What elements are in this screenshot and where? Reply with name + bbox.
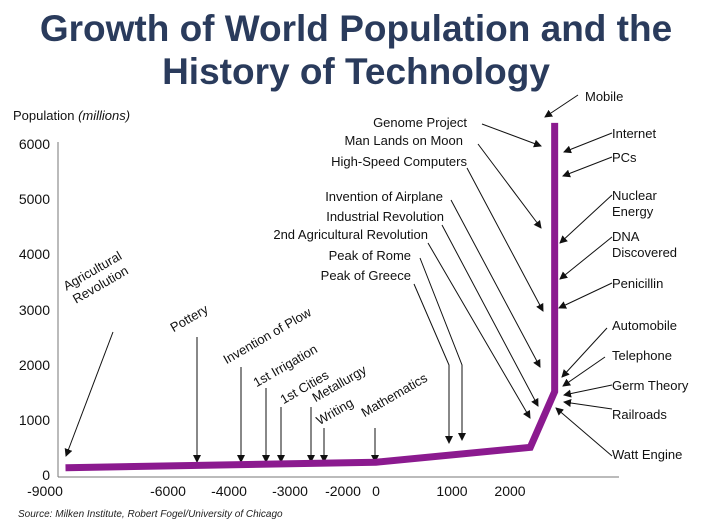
chart-title: Growth of World Population and the — [39, 8, 673, 49]
annotation-label: Railroads — [612, 407, 667, 422]
annotation-arrow — [558, 282, 613, 309]
annotation-label: Industrial Revolution — [326, 209, 444, 224]
annotation-label: Nuclear Energy — [612, 188, 657, 219]
annotation-arrow — [544, 94, 579, 118]
annotation-label: 2nd Agricultural Revolution — [273, 227, 428, 242]
annotation-label: Peak of Rome — [328, 248, 411, 263]
annotation-arrow — [413, 283, 453, 444]
annotation-arrow — [555, 407, 613, 457]
annotation-label: Invention of Airplane — [325, 189, 443, 204]
chart-title-line2: History of Technology — [162, 51, 550, 92]
annotation-arrow — [561, 327, 608, 378]
annotation-arrow — [427, 242, 531, 419]
x-tick-label: -6000 — [150, 483, 186, 499]
y-tick-label: 2000 — [18, 356, 50, 373]
annotation-label: Automobile — [612, 318, 678, 333]
annotation-label: Watt Engine — [612, 447, 683, 462]
y-tick-label: 1000 — [18, 411, 50, 428]
annotation-label: High-Speed Computers — [331, 154, 467, 169]
annotation-arrow — [563, 132, 613, 154]
annotation-label: Peak of Greece — [320, 268, 411, 283]
source-note: Source: Milken Institute, Robert Fogel/U… — [18, 509, 283, 520]
x-tick-label: -3000 — [272, 483, 308, 499]
annotation-label: Genome Project — [373, 115, 467, 130]
y-axis-label-text: Population — [13, 108, 75, 123]
y-axis-label: Population (millions) — [13, 108, 130, 123]
annotation-label: DNA Discovered — [612, 229, 678, 260]
annotation-arrow — [481, 123, 542, 148]
annotation-arrow — [450, 199, 541, 368]
x-tick-label: -2000 — [325, 483, 361, 499]
annotation-label: Mobile — [585, 89, 624, 104]
annotation-arrow — [563, 384, 613, 398]
y-tick-label: 3000 — [18, 301, 50, 318]
annotation-label: Germ Theory — [612, 378, 689, 393]
y-axis-unit: (millions) — [78, 108, 131, 123]
x-tick-label: -9000 — [27, 483, 63, 499]
annotation-label: Internet — [612, 126, 657, 141]
x-tick-label: -4000 — [211, 483, 247, 499]
annotation-arrow — [559, 236, 613, 280]
annotation-label: PCs — [612, 150, 637, 165]
annotation-arrow — [563, 399, 613, 410]
annotation-arrow — [562, 156, 613, 178]
annotation-arrow — [466, 167, 544, 312]
annotation-arrow — [559, 194, 613, 244]
annotation-arrow — [64, 331, 114, 457]
y-tick-label: 6000 — [18, 136, 50, 152]
x-tick-label: 0 — [372, 483, 380, 499]
x-tick-label: 2000 — [494, 483, 526, 499]
annotation-label: Man Lands on Moon — [344, 133, 463, 148]
annotation-arrow — [419, 257, 466, 441]
y-tick-label: 0 — [42, 467, 50, 483]
population-line — [65, 122, 559, 472]
y-tick-label: 5000 — [18, 191, 50, 208]
annotation-arrow — [562, 356, 606, 387]
annotation-label: Penicillin — [612, 276, 664, 291]
x-tick-label: 1000 — [436, 483, 468, 499]
annotation-label: Telephone — [612, 348, 672, 363]
annotation-arrow — [477, 143, 542, 229]
annotation-arrow — [441, 224, 539, 407]
y-tick-label: 4000 — [18, 246, 50, 263]
